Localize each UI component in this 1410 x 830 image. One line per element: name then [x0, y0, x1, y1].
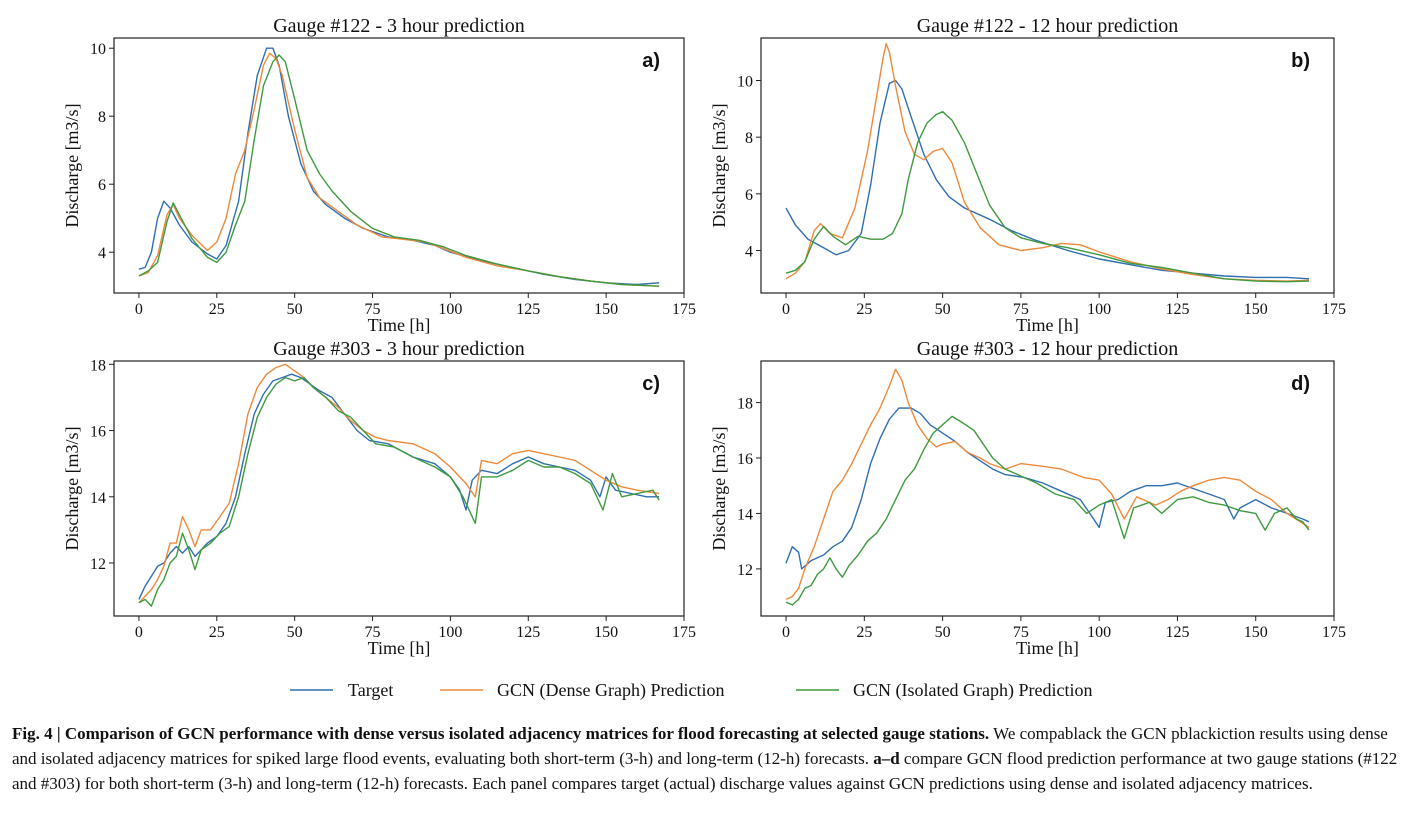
y-tick-label: 6 [745, 187, 753, 204]
y-tick-label: 14 [90, 490, 106, 507]
x-tick-label: 150 [594, 301, 618, 318]
plot-frame [113, 37, 685, 294]
legend: Target GCN (Dense Graph) Prediction GCN … [290, 680, 1092, 701]
x-tick-label: 150 [1244, 624, 1268, 641]
x-tick-label: 100 [438, 624, 462, 641]
x-tick-label: 50 [287, 624, 303, 641]
y-tick-label: 12 [90, 556, 106, 573]
panel-letter: d) [1291, 373, 1310, 395]
x-tick-label: 175 [1322, 624, 1346, 641]
panel-title: Gauge #122 - 12 hour prediction [917, 15, 1179, 37]
panel-title: Gauge #303 - 3 hour prediction [273, 338, 525, 360]
x-tick-label: 75 [1013, 301, 1029, 318]
y-tick-label: 10 [737, 74, 753, 91]
caption-panels-ref: a–d [873, 749, 900, 768]
x-tick-label: 75 [1013, 624, 1029, 641]
x-tick-label: 125 [516, 301, 540, 318]
legend-label-dense: GCN (Dense Graph) Prediction [497, 680, 724, 701]
y-tick-label: 16 [90, 424, 106, 441]
figure-caption: Fig. 4 | Comparison of GCN performance w… [12, 721, 1404, 796]
x-axis-label: Time [h] [1016, 638, 1079, 658]
x-tick-label: 100 [438, 301, 462, 318]
caption-fig-label: Fig. 4 | Comparison of GCN performance w… [12, 724, 990, 743]
x-tick-label: 0 [135, 624, 143, 641]
series-line-dense [138, 363, 660, 604]
panel-b: Gauge #122 - 12 hour prediction 0 25 50 75 10… [709, 15, 1346, 335]
caption-text-2: compare GCN flood prediction performance… [12, 749, 1398, 793]
x-tick-label: 125 [1165, 624, 1189, 641]
y-tick-label: 6 [98, 177, 106, 194]
series-line-dense [138, 52, 660, 287]
x-tick-label: 0 [782, 624, 790, 641]
y-tick-label: 12 [737, 562, 753, 579]
series-line-dense [785, 368, 1310, 601]
panel-a: Gauge #122 - 3 hour prediction 0 25 50 75 100… [62, 15, 696, 335]
x-tick-label: 150 [1244, 301, 1268, 318]
y-axis-label: Discharge [m3/s] [709, 103, 729, 227]
panel-title: Gauge #122 - 3 hour prediction [273, 15, 525, 37]
legend-label-target: Target [348, 680, 393, 700]
panel-c: Gauge #303 - 3 hour prediction 0 25 50 75 100… [62, 338, 696, 658]
series-line-isolated [138, 54, 660, 287]
x-axis-label: Time [h] [368, 315, 431, 335]
series-line-target [785, 79, 1310, 280]
caption-text-1: We compablack the GCN pblackiction resul… [12, 724, 1388, 768]
x-tick-label: 150 [594, 624, 618, 641]
y-tick-label: 8 [745, 130, 753, 147]
panel-letter: b) [1291, 50, 1310, 72]
x-tick-label: 50 [935, 301, 951, 318]
series-line-isolated [785, 110, 1310, 283]
x-tick-label: 25 [209, 624, 225, 641]
x-tick-label: 125 [1165, 301, 1189, 318]
x-tick-label: 25 [209, 301, 225, 318]
panel-letter: c) [642, 373, 660, 395]
y-tick-label: 8 [98, 109, 106, 126]
x-tick-label: 75 [365, 301, 381, 318]
y-axis-label: Discharge [m3/s] [62, 426, 82, 550]
x-tick-label: 175 [672, 624, 696, 641]
x-tick-label: 50 [287, 301, 303, 318]
y-tick-label: 4 [745, 244, 753, 261]
y-tick-label: 4 [98, 245, 106, 262]
plot-frame [113, 360, 685, 617]
x-tick-label: 175 [1322, 301, 1346, 318]
y-axis-label: Discharge [m3/s] [709, 426, 729, 550]
plot-frame [760, 360, 1335, 617]
series-line-target [138, 47, 660, 286]
x-axis-label: Time [h] [368, 638, 431, 658]
plot-frame [760, 37, 1335, 294]
series-line-dense [785, 43, 1310, 282]
x-tick-label: 125 [516, 624, 540, 641]
y-tick-label: 16 [737, 451, 753, 468]
y-axis-label: Discharge [m3/s] [62, 103, 82, 227]
panel-d: Gauge #303 - 12 hour prediction 0 25 50 75 10… [709, 338, 1346, 658]
series-line-isolated [138, 376, 660, 607]
y-tick-label: 18 [737, 396, 753, 413]
x-tick-label: 75 [365, 624, 381, 641]
x-tick-label: 175 [672, 301, 696, 318]
series-line-target [785, 407, 1310, 570]
x-tick-label: 25 [856, 301, 872, 318]
y-tick-label: 10 [90, 41, 106, 58]
y-tick-label: 14 [737, 506, 753, 523]
y-tick-label: 18 [90, 357, 106, 374]
x-axis-label: Time [h] [1016, 315, 1079, 335]
x-tick-label: 0 [135, 301, 143, 318]
x-tick-label: 25 [856, 624, 872, 641]
panel-letter: a) [642, 50, 660, 72]
x-tick-label: 100 [1087, 301, 1111, 318]
x-tick-label: 0 [782, 301, 790, 318]
series-line-isolated [785, 415, 1310, 606]
series-line-target [138, 373, 660, 600]
panel-title: Gauge #303 - 12 hour prediction [917, 338, 1179, 360]
x-tick-label: 100 [1087, 624, 1111, 641]
x-tick-label: 50 [935, 624, 951, 641]
legend-label-isolated: GCN (Isolated Graph) Prediction [853, 680, 1092, 701]
